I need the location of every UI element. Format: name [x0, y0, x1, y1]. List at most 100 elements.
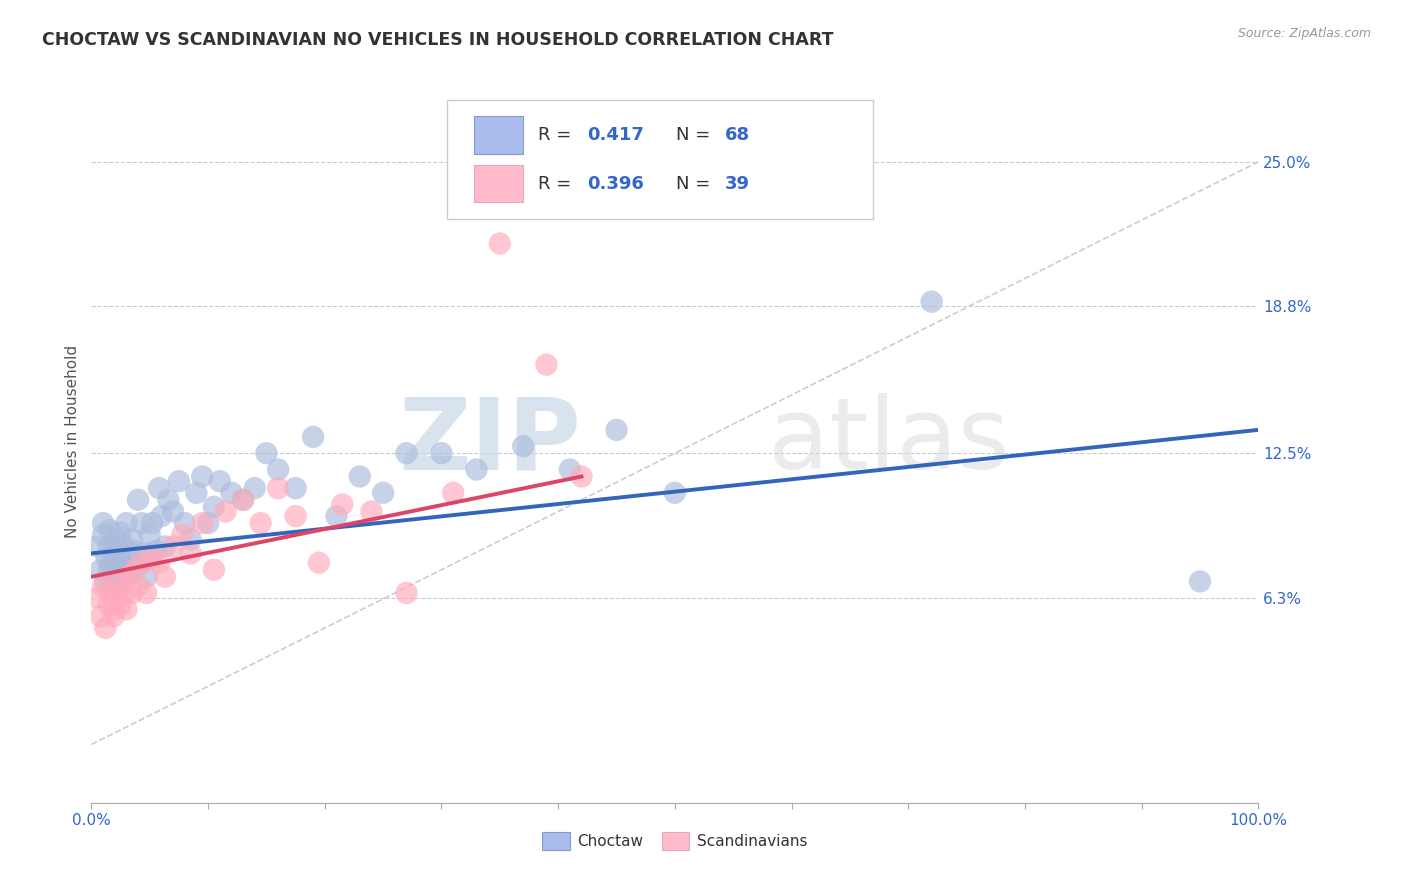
Point [302, 430, 325, 444]
Point [232, 492, 254, 507]
Point [186, 485, 208, 500]
Point [86, 591, 108, 605]
Point [91, 516, 114, 530]
Text: R =: R = [538, 175, 578, 193]
Text: CHOCTAW VS SCANDINAVIAN NO VEHICLES IN HOUSEHOLD CORRELATION CHART: CHOCTAW VS SCANDINAVIAN NO VEHICLES IN H… [42, 31, 834, 49]
Point [94, 621, 117, 635]
Point [1189, 574, 1212, 589]
Text: 39: 39 [725, 175, 749, 193]
Point [111, 537, 134, 551]
Point [191, 516, 214, 530]
Point [131, 516, 153, 530]
Point [558, 462, 581, 476]
Point [571, 469, 593, 483]
Point [132, 546, 155, 560]
Point [115, 516, 138, 530]
Point [180, 546, 202, 560]
Point [221, 485, 243, 500]
Point [104, 602, 127, 616]
Point [90, 563, 112, 577]
Text: 68: 68 [725, 126, 751, 145]
Point [284, 481, 307, 495]
Point [430, 446, 453, 460]
Point [371, 485, 394, 500]
Point [208, 474, 231, 488]
Text: R =: R = [538, 126, 578, 145]
Point [141, 551, 163, 566]
Y-axis label: No Vehicles in Household: No Vehicles in Household [65, 345, 80, 538]
Point [121, 533, 143, 547]
Point [512, 439, 534, 453]
Text: 0.396: 0.396 [588, 175, 644, 193]
Point [349, 469, 371, 483]
Point [97, 540, 120, 554]
Text: N =: N = [676, 126, 716, 145]
Point [664, 485, 686, 500]
Point [162, 504, 184, 518]
Point [202, 563, 225, 577]
Point [86, 540, 108, 554]
Point [197, 516, 219, 530]
Point [112, 565, 135, 579]
Point [536, 358, 558, 372]
Point [141, 516, 163, 530]
Point [489, 236, 512, 251]
Point [360, 504, 382, 518]
FancyBboxPatch shape [447, 100, 873, 219]
Point [395, 446, 418, 460]
Point [120, 567, 142, 582]
Point [101, 579, 124, 593]
Text: Source: ZipAtlas.com: Source: ZipAtlas.com [1237, 27, 1371, 40]
Point [108, 579, 131, 593]
Point [267, 481, 290, 495]
Point [94, 574, 117, 589]
Point [214, 504, 236, 518]
FancyBboxPatch shape [474, 117, 523, 154]
Point [110, 598, 132, 612]
Point [180, 533, 202, 547]
Point [127, 579, 149, 593]
Point [97, 563, 120, 577]
Point [105, 560, 128, 574]
Point [121, 586, 143, 600]
Point [148, 481, 170, 495]
Point [153, 570, 176, 584]
Point [232, 492, 254, 507]
Point [107, 544, 129, 558]
Point [153, 540, 176, 554]
Point [606, 423, 628, 437]
Point [173, 516, 195, 530]
Point [243, 481, 266, 495]
Point [395, 586, 418, 600]
Point [465, 462, 488, 476]
Point [90, 609, 112, 624]
Point [91, 528, 114, 542]
Point [135, 586, 157, 600]
Point [256, 446, 278, 460]
Point [118, 570, 141, 584]
Point [441, 485, 464, 500]
Point [150, 509, 173, 524]
Point [115, 558, 138, 572]
Point [284, 509, 307, 524]
Point [103, 567, 125, 582]
Point [167, 474, 190, 488]
Point [191, 469, 214, 483]
Point [104, 546, 127, 560]
Point [125, 563, 148, 577]
Point [325, 509, 347, 524]
Point [104, 570, 127, 584]
Point [172, 528, 194, 542]
Point [145, 544, 167, 558]
Point [111, 553, 134, 567]
Text: N =: N = [676, 175, 716, 193]
Point [267, 462, 290, 476]
Point [330, 498, 353, 512]
Point [118, 551, 141, 566]
Point [249, 516, 271, 530]
Point [127, 492, 149, 507]
Point [96, 551, 118, 566]
Point [129, 556, 152, 570]
Point [98, 523, 121, 537]
Point [103, 609, 125, 624]
